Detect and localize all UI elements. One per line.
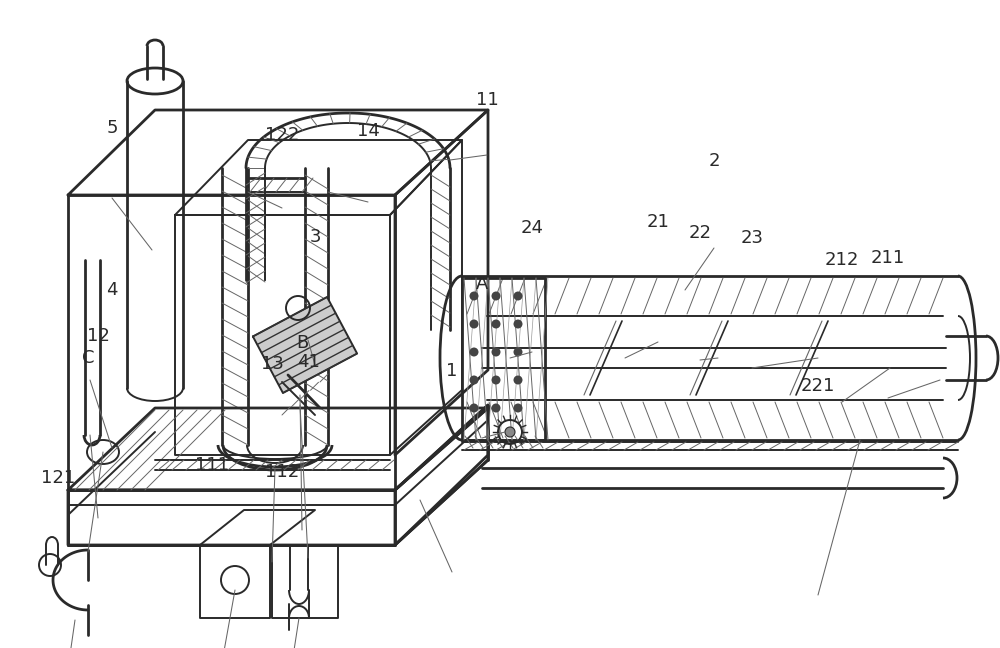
Ellipse shape [470, 404, 479, 413]
Ellipse shape [492, 404, 501, 413]
Ellipse shape [514, 375, 522, 384]
Ellipse shape [470, 375, 479, 384]
Polygon shape [253, 297, 357, 393]
Ellipse shape [492, 292, 501, 301]
Text: 122: 122 [265, 126, 299, 144]
Text: 22: 22 [688, 224, 712, 242]
Ellipse shape [492, 319, 501, 329]
Ellipse shape [514, 319, 522, 329]
Text: 12: 12 [87, 327, 109, 345]
Text: 23: 23 [740, 229, 764, 248]
Text: 3: 3 [309, 227, 321, 246]
Text: A: A [476, 275, 488, 293]
Text: 1: 1 [446, 362, 458, 380]
Text: C: C [82, 349, 94, 367]
Text: 14: 14 [357, 122, 379, 140]
Text: 21: 21 [647, 213, 669, 231]
Text: 212: 212 [825, 251, 859, 270]
Text: 221: 221 [801, 376, 835, 395]
Ellipse shape [514, 292, 522, 301]
Text: 5: 5 [106, 119, 118, 137]
Ellipse shape [470, 347, 479, 356]
Ellipse shape [514, 347, 522, 356]
Text: 111: 111 [195, 456, 229, 474]
Text: 112: 112 [265, 463, 299, 481]
Text: 4: 4 [106, 281, 118, 299]
Text: 211: 211 [871, 249, 905, 267]
Text: 11: 11 [476, 91, 498, 110]
Ellipse shape [514, 404, 522, 413]
Ellipse shape [492, 375, 501, 384]
Text: 121: 121 [41, 469, 75, 487]
Ellipse shape [505, 427, 515, 437]
Text: 2: 2 [708, 152, 720, 170]
Text: B: B [296, 334, 308, 353]
Text: 24: 24 [520, 219, 544, 237]
Text: 13: 13 [261, 355, 283, 373]
Ellipse shape [470, 292, 479, 301]
Ellipse shape [492, 347, 501, 356]
Text: 41: 41 [297, 353, 319, 371]
Ellipse shape [470, 319, 479, 329]
